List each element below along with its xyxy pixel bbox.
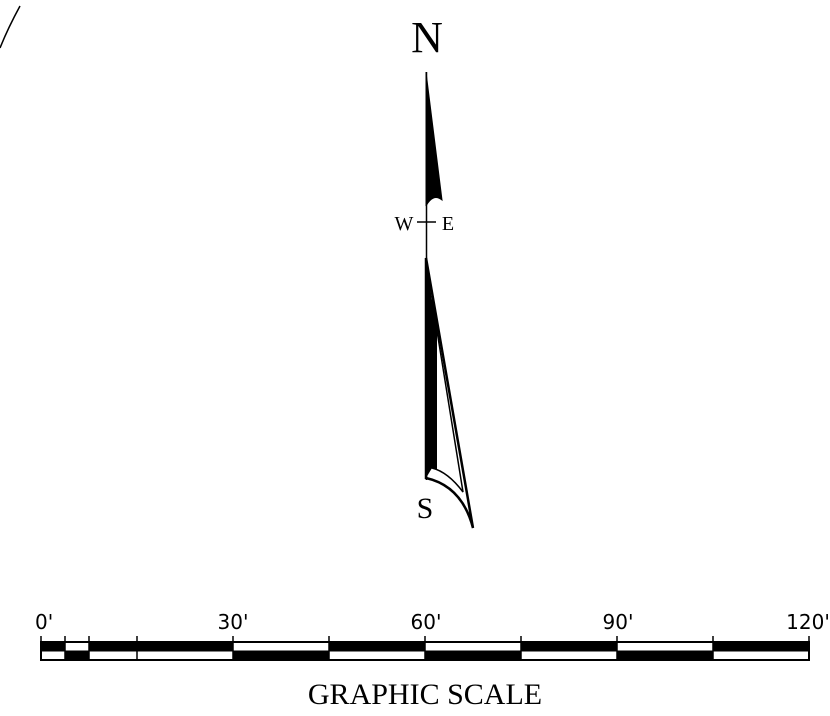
graphic-scale: 0' 30' 60' 90' 120' (35, 610, 830, 711)
scale-seg-top-1 (41, 642, 65, 651)
scale-label-120: 120' (786, 610, 830, 634)
scale-title: GRAPHIC SCALE (308, 678, 542, 711)
scale-label-30: 30' (218, 610, 249, 634)
scale-seg-bottom-4 (617, 651, 713, 660)
corner-arc-fragment (0, 5, 21, 49)
south-blade-outline (424, 257, 475, 529)
south-label: S (417, 492, 434, 525)
west-label: W (395, 213, 414, 235)
scale-seg-bottom-1 (65, 651, 89, 660)
scale-seg-top-6 (713, 642, 809, 651)
north-label: N (411, 13, 443, 62)
scale-label-90: 90' (603, 610, 634, 634)
scale-seg-top-4 (329, 642, 425, 651)
south-blade-hatch (432, 300, 437, 470)
scale-seg-top-5 (521, 642, 617, 651)
scale-seg-bottom-3 (425, 651, 521, 660)
south-blade-left-edge (426, 258, 432, 478)
north-blade (425, 71, 443, 207)
scale-label-60: 60' (411, 610, 442, 634)
scale-seg-top-2 (89, 642, 137, 651)
scale-dividers (40, 636, 810, 660)
north-arrow: N W E S (395, 13, 475, 529)
east-label: E (442, 213, 454, 235)
scale-seg-top-3 (137, 642, 233, 651)
scale-label-0: 0' (35, 610, 53, 634)
scale-seg-bottom-2 (233, 651, 329, 660)
